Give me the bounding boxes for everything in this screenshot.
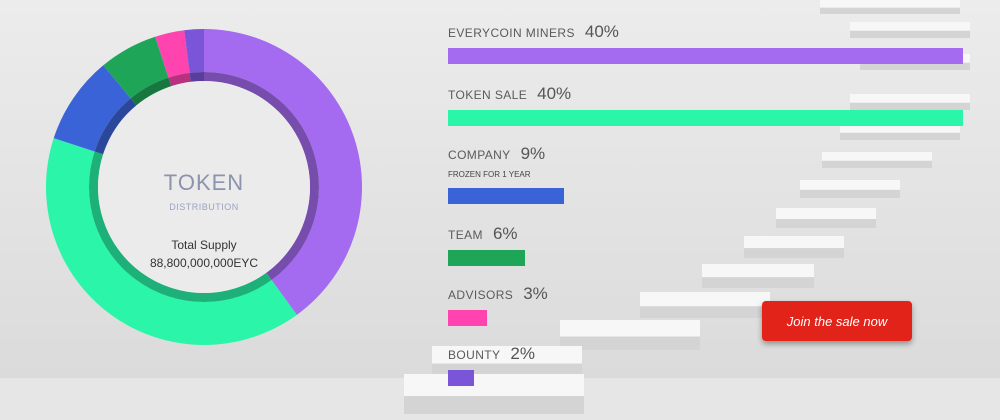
stair-step	[800, 180, 900, 190]
legend-percent: 9%	[520, 144, 546, 163]
bar-everycoin-miners	[448, 48, 963, 64]
legend-row: BOUNTY 2%	[448, 344, 535, 364]
legend-label: EVERYCOIN MINERS	[448, 26, 575, 40]
pie-slice-inner-ring	[168, 72, 191, 87]
bar-bounty	[448, 370, 474, 386]
total-supply-label: Total Supply	[171, 238, 237, 252]
pie-slice-inner-ring	[88, 151, 272, 302]
pie-slice-token-sale	[45, 138, 297, 346]
bar-team	[448, 250, 525, 266]
stair-step-front	[840, 132, 960, 140]
donut-chart	[45, 29, 363, 346]
legend-percent: 3%	[523, 284, 548, 303]
legend-label: TEAM	[448, 228, 483, 242]
legend-percent: 40%	[584, 22, 619, 41]
legend-row: TOKEN SALE 40%	[448, 84, 571, 104]
legend-row: COMPANY 9% FROZEN FOR 1 YEAR	[448, 144, 546, 179]
legend-percent: 40%	[537, 84, 572, 103]
pie-slice-team	[103, 36, 169, 99]
stair-step-front	[822, 160, 932, 168]
pie-slice-inner-ring	[94, 98, 137, 155]
stair-step	[820, 0, 960, 8]
stair-step	[850, 22, 970, 31]
stair-step-front	[850, 102, 970, 110]
pie-slice-company	[53, 65, 131, 152]
stair-step-front	[820, 7, 960, 14]
stair-step-front	[404, 396, 584, 414]
stair-step	[776, 208, 876, 219]
stair-step	[850, 94, 970, 103]
pie-slice-inner-ring	[204, 72, 319, 281]
legend-row: EVERYCOIN MINERS 40%	[448, 22, 619, 42]
stair-step	[702, 264, 814, 278]
chart-title: TOKEN	[163, 170, 245, 195]
join-sale-button[interactable]: Join the sale now	[762, 301, 912, 341]
pie-slice-advisors	[155, 30, 190, 78]
stair-step	[560, 320, 700, 337]
stair-step-front	[850, 30, 970, 38]
legend-label: ADVISORS	[448, 288, 514, 302]
pie-slice-inner-ring	[130, 77, 172, 106]
stair-step-front	[776, 219, 876, 228]
stair-step	[640, 292, 770, 307]
bar-company	[448, 188, 564, 204]
stair-step-front	[560, 336, 700, 350]
pie-slice-everycoin-miners	[204, 29, 363, 315]
donut-hole	[98, 81, 310, 293]
legend-note: FROZEN FOR 1 YEAR	[448, 170, 531, 179]
stair-step	[840, 124, 960, 133]
legend-percent: 6%	[492, 224, 518, 243]
legend-row: TEAM 6%	[448, 224, 518, 244]
legend-percent: 2%	[510, 344, 535, 363]
total-supply-value: 88,800,000,000EYC	[149, 256, 259, 270]
stair-step-front	[744, 248, 844, 258]
pie-slice-inner-ring	[189, 72, 204, 82]
chart-subtitle: DISTRIBUTION	[169, 202, 239, 212]
stair-step	[432, 346, 582, 364]
stair-step	[744, 236, 844, 249]
stair-step	[404, 374, 584, 396]
stair-step-front	[702, 277, 814, 288]
legend-label: TOKEN SALE	[448, 88, 528, 102]
legend-label: BOUNTY	[448, 348, 501, 362]
pie-slice-bounty	[184, 29, 204, 73]
bar-token-sale	[448, 110, 963, 126]
stair-step-front	[640, 306, 770, 318]
legend-label: COMPANY	[448, 148, 511, 162]
stair-step-front	[800, 189, 900, 198]
bar-advisors	[448, 310, 487, 326]
stair-step	[822, 152, 932, 161]
legend-row: ADVISORS 3%	[448, 284, 548, 304]
stair-step-front	[860, 62, 970, 70]
